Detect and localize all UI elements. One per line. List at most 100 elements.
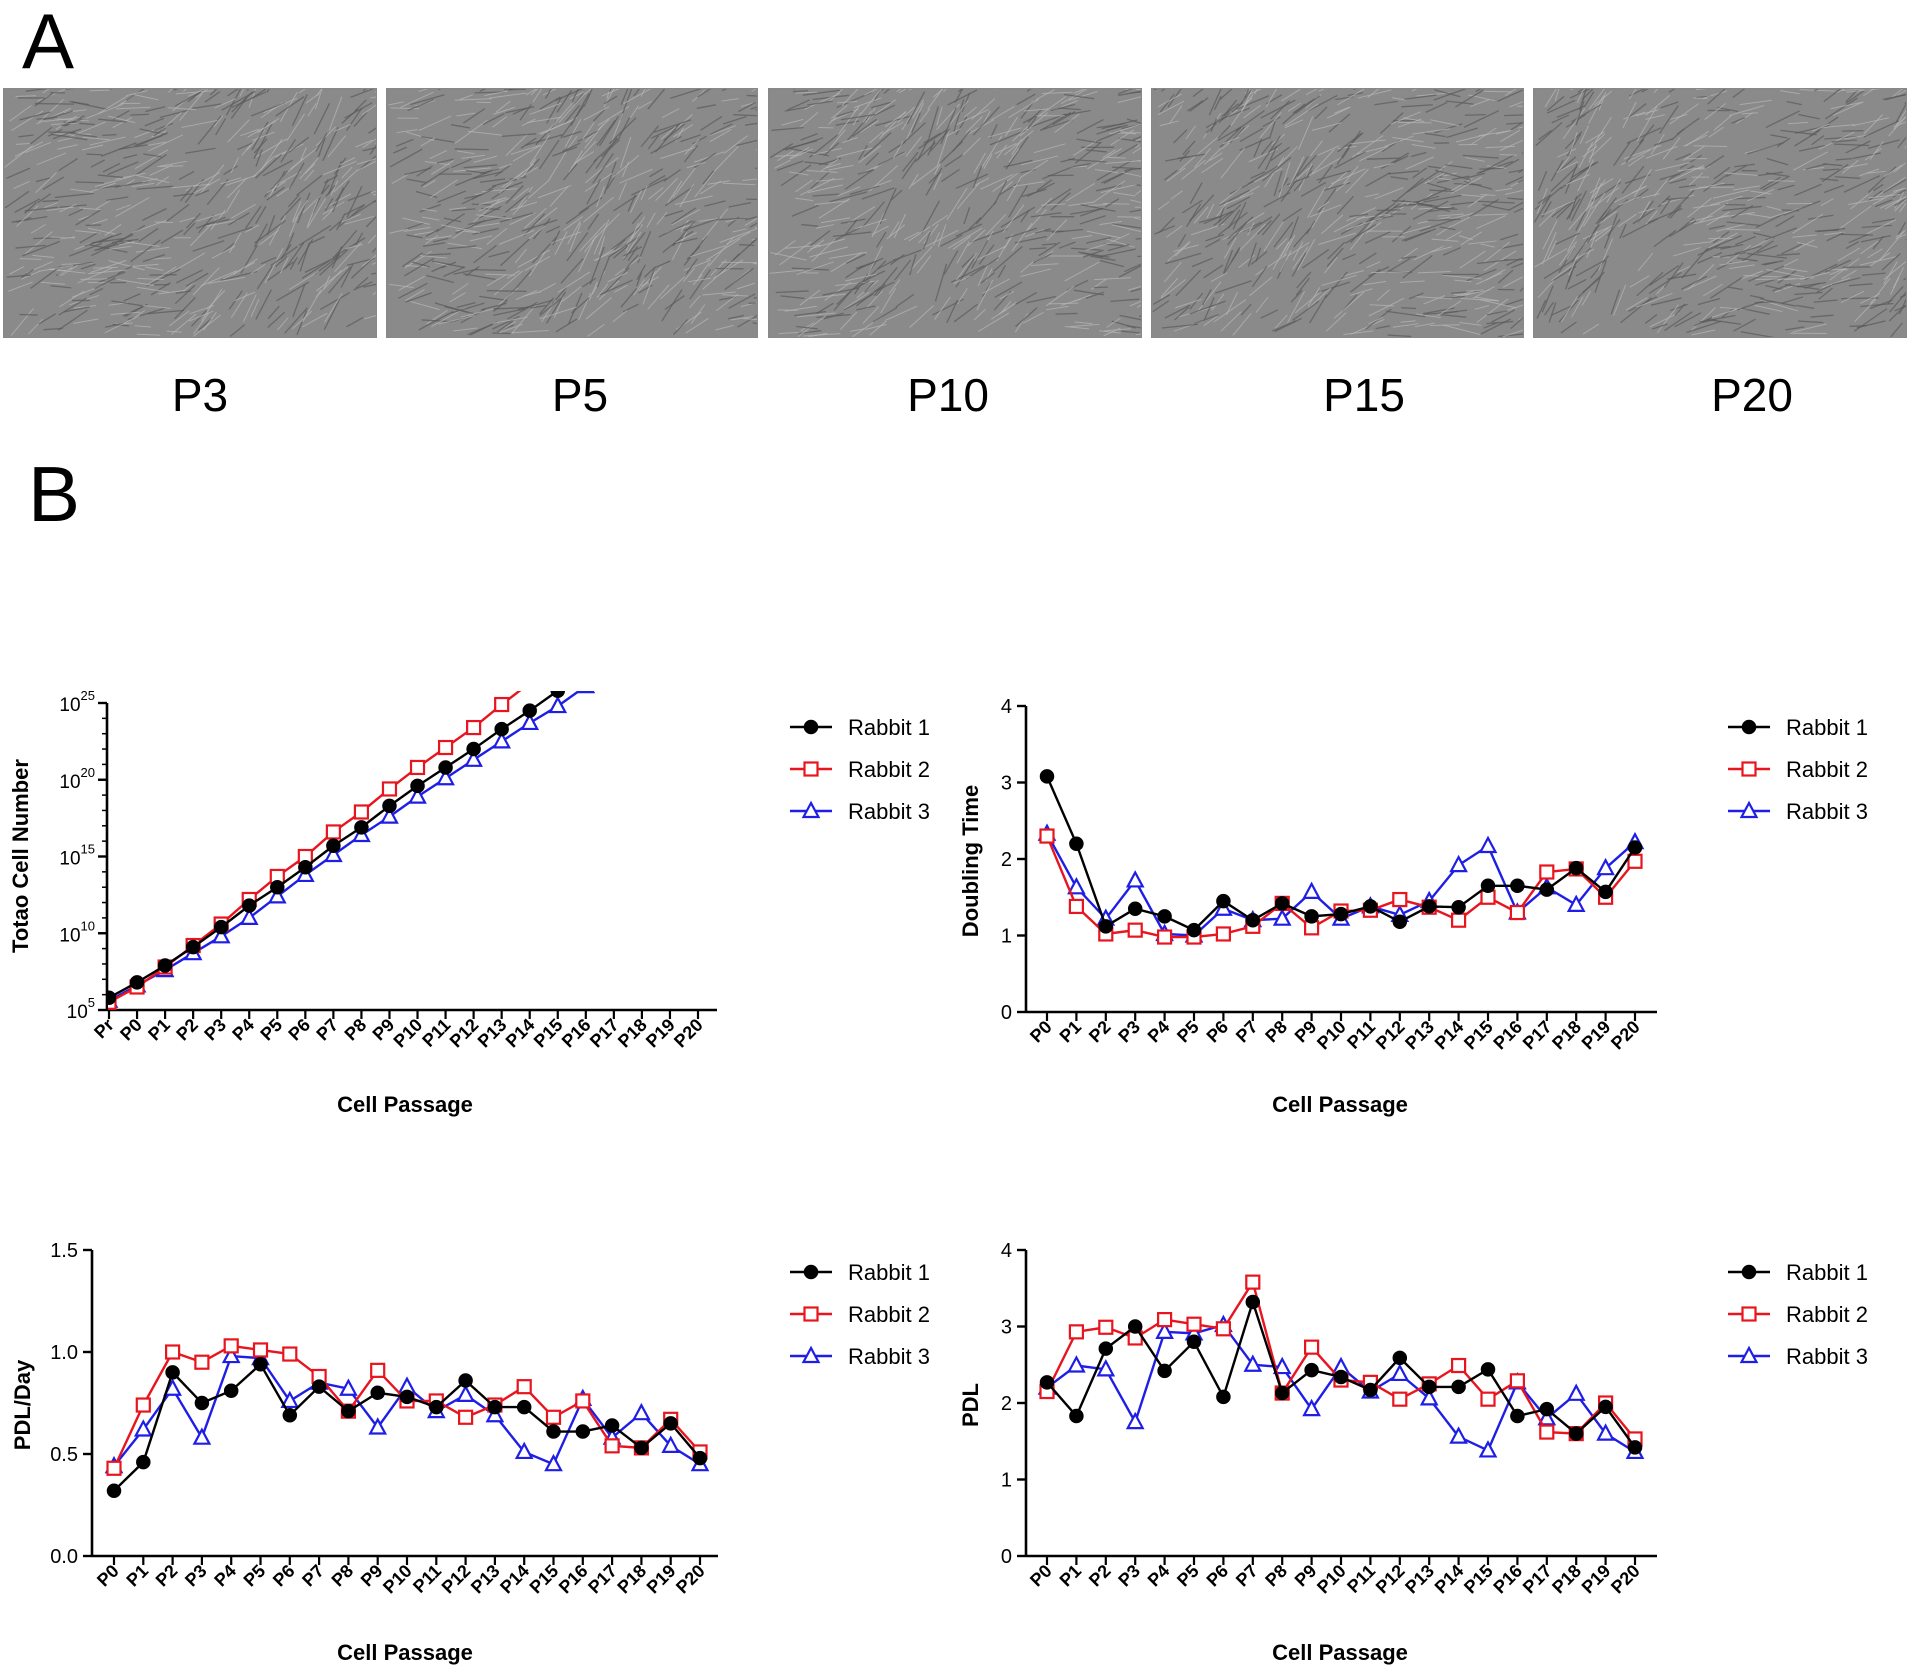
data-point [429,1399,444,1415]
micrograph-texture [387,89,757,337]
data-point [1421,1379,1437,1395]
data-point [408,786,427,804]
data-point [135,1397,151,1413]
x-axis-title: Cell Passage [337,1092,473,1117]
data-point [550,691,566,698]
data-point [252,1342,269,1358]
data-point [1098,919,1114,934]
y-tick-label: 2 [1001,849,1012,871]
data-point [129,975,145,990]
data-point [692,1450,708,1466]
data-point [213,919,229,935]
data-point [324,844,343,863]
micrograph-p15 [1151,88,1524,338]
data-point [575,1424,591,1439]
x-tick-label: P14 [1431,1017,1468,1054]
data-point [606,660,621,674]
x-tick-label: P1 [144,1015,174,1045]
x-tick-label: P7 [1232,1561,1262,1591]
legend-marker [801,1345,821,1364]
x-tick-label: P12 [438,1561,475,1598]
x-tick-label: P1 [122,1561,152,1591]
micrograph-texture [4,89,376,337]
data-point [437,739,454,756]
data-point [1510,878,1525,894]
data-point [1125,1411,1145,1430]
x-tick-label: P1 [1056,1017,1086,1047]
data-point [692,589,705,602]
data-point [1537,1407,1557,1426]
legend-label: Rabbit 1 [848,715,930,740]
x-tick-label: P2 [1085,1017,1115,1047]
data-point [514,1441,534,1460]
x-tick-label: P20 [1607,1017,1644,1054]
data-point [1245,912,1261,928]
y-tick-label: 2 [1001,1393,1012,1415]
data-point [576,691,596,694]
data-point [1480,878,1496,894]
data-point [106,1460,122,1476]
data-point [1302,1398,1321,1417]
data-point [438,760,453,775]
data-point [106,1483,122,1498]
data-point [1156,929,1173,945]
micrograph-texture [1152,89,1523,337]
data-point [604,1438,620,1454]
series-1 [1039,769,1643,938]
legend-label: Rabbit 1 [848,1260,930,1285]
data-point [280,1390,300,1409]
data-point [466,719,482,736]
x-tick-label: P11 [1343,1017,1379,1053]
series-line [108,691,522,1004]
x-tick-label: P20 [1607,1561,1644,1598]
data-point [241,898,257,913]
data-point [399,1389,415,1405]
data-point [136,1454,151,1470]
data-point [492,731,512,749]
x-tick-label: P8 [328,1561,358,1591]
x-tick-label: P0 [93,1561,123,1591]
data-point [1363,899,1378,914]
x-tick-label: P6 [1203,1561,1233,1591]
data-point [1067,1355,1086,1373]
data-point [339,1378,358,1396]
legend-label: Rabbit 2 [1786,757,1868,782]
data-point [1539,864,1555,880]
data-point [108,990,117,1005]
x-tick-label: P11 [1343,1561,1379,1597]
series-line [108,691,582,1002]
data-point [311,1379,327,1394]
data-point [1245,1294,1261,1310]
data-point [634,640,649,654]
data-point [1539,882,1555,897]
data-point [1304,1362,1319,1378]
data-point [1069,1408,1084,1424]
x-tick-label: P18 [1548,1017,1585,1054]
data-point [157,958,173,973]
data-point [1155,1321,1174,1339]
data-point [341,1403,356,1419]
data-point [663,1416,678,1431]
x-tick-label: P15 [1460,1561,1497,1598]
data-point [516,1399,532,1415]
y-tick-label: 4 [1001,696,1012,718]
data-point [456,1384,475,1402]
data-point [551,657,564,670]
data-point [1157,1363,1172,1379]
data-point [1392,914,1408,929]
data-point [1186,1334,1202,1350]
x-tick-label: P16 [1489,1561,1526,1598]
data-point [270,879,285,895]
data-point [1274,1385,1290,1401]
data-point [1627,853,1643,869]
x-tick-label: P4 [1144,1017,1174,1047]
data-point [133,1419,153,1437]
x-tick-label: P4 [228,1015,258,1045]
data-point [1303,1339,1320,1355]
x-tick-label: P3 [181,1561,211,1591]
legend: Rabbit 1 Rabbit 2 Rabbit 3 [790,715,930,824]
data-point [1392,1350,1408,1366]
data-point [267,886,287,904]
